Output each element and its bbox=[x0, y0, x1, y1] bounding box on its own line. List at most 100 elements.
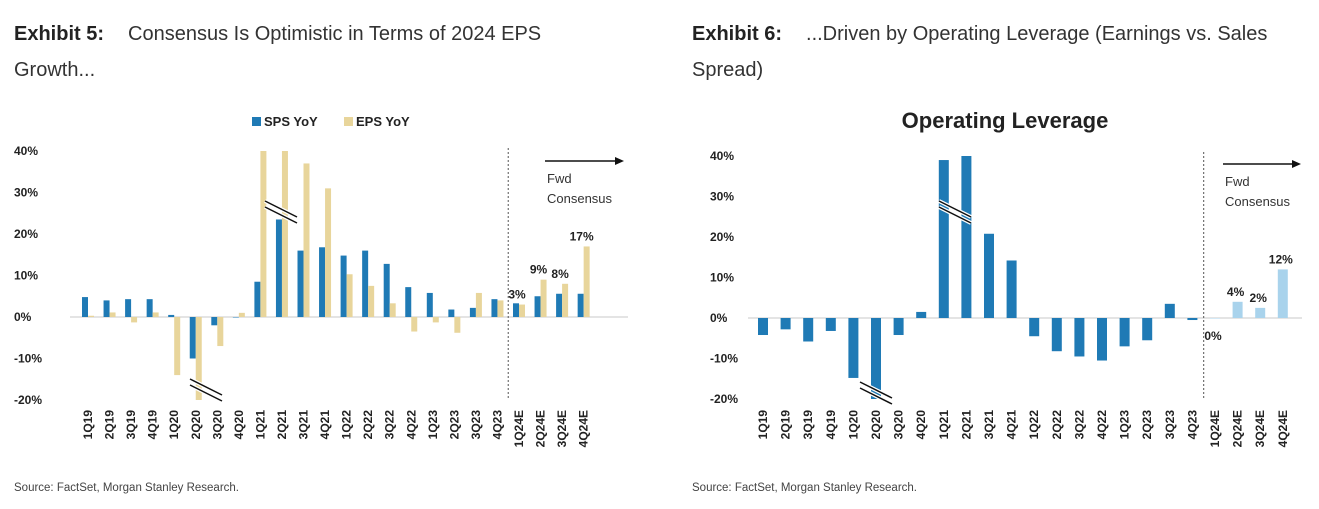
eps-bar-2q24e bbox=[540, 279, 547, 317]
operating-leverage-bar-4q22 bbox=[1097, 318, 1107, 361]
sps-bar-2q21 bbox=[275, 219, 282, 317]
eps-bar-2q22 bbox=[368, 285, 375, 317]
x-tick-label: 4Q20 bbox=[232, 410, 246, 440]
sps-bar-2q19 bbox=[103, 300, 110, 317]
sps-bar-3q24e bbox=[556, 293, 563, 317]
axis-break-mark bbox=[189, 378, 223, 396]
x-tick-label: 1Q20 bbox=[846, 410, 860, 440]
eps-bar-4q19 bbox=[152, 312, 159, 317]
sps-bar-1q23 bbox=[426, 292, 433, 317]
eps-bar-2q20 bbox=[195, 317, 202, 400]
y-tick-label: 10% bbox=[14, 269, 38, 283]
data-label-4q24e: 17% bbox=[570, 229, 594, 243]
eps-bar-4q22 bbox=[411, 317, 418, 332]
x-tick-label: 4Q21 bbox=[318, 410, 332, 440]
x-tick-label: 3Q19 bbox=[801, 410, 815, 440]
exhibit-6-title: Exhibit 6: ...Driven by Operating Leverag… bbox=[692, 16, 1312, 88]
axis-break-mark bbox=[859, 387, 893, 405]
operating-leverage-bar-4q20 bbox=[916, 311, 927, 318]
x-tick-label: 2Q21 bbox=[275, 410, 289, 440]
eps-bar-3q20 bbox=[217, 317, 224, 347]
eps-bar-3q21 bbox=[303, 163, 310, 317]
x-tick-label: 1Q22 bbox=[1027, 410, 1041, 440]
eps-bar-2q19 bbox=[109, 312, 116, 317]
exhibit-6-title-text: ...Driven by Operating Leverage (Earning… bbox=[692, 23, 1268, 81]
operating-leverage-bar-2q20 bbox=[871, 318, 881, 399]
x-tick-label: 1Q20 bbox=[167, 410, 181, 440]
x-tick-label: 4Q24E bbox=[1276, 410, 1290, 447]
y-tick-label: 30% bbox=[710, 190, 734, 204]
x-tick-label: 4Q22 bbox=[404, 410, 418, 440]
x-tick-label: 4Q24E bbox=[577, 410, 591, 447]
x-tick-label: 4Q21 bbox=[1005, 410, 1019, 440]
x-tick-label: 2Q22 bbox=[361, 410, 375, 440]
exhibit-5-title: Exhibit 5: Consensus Is Optimistic in Ter… bbox=[14, 16, 614, 88]
eps-bar-1q19 bbox=[88, 315, 94, 317]
y-tick-label: 10% bbox=[710, 271, 734, 285]
axis-break-mark bbox=[859, 381, 893, 399]
fwd-label: Fwd bbox=[547, 171, 572, 186]
x-tick-label: 2Q19 bbox=[779, 410, 793, 440]
operating-leverage-bar-1q24e bbox=[1210, 318, 1220, 319]
sps-bar-1q21 bbox=[254, 281, 261, 317]
x-tick-label: 4Q20 bbox=[914, 410, 928, 440]
x-tick-label: 1Q21 bbox=[253, 410, 267, 440]
exhibit-6-source: Source: FactSet, Morgan Stanley Research… bbox=[692, 482, 917, 494]
x-tick-label: 1Q19 bbox=[756, 410, 770, 440]
x-tick-label: 2Q20 bbox=[869, 410, 883, 440]
eps-bar-2q21 bbox=[281, 151, 288, 317]
sps-bar-1q20 bbox=[168, 314, 175, 317]
legend-swatch-2 bbox=[344, 117, 353, 126]
operating-leverage-bar-3q20 bbox=[893, 318, 904, 336]
x-tick-label: 2Q20 bbox=[189, 410, 203, 440]
x-tick-label: 1Q23 bbox=[1118, 410, 1132, 440]
fwd-label: Fwd bbox=[1225, 174, 1250, 189]
operating-leverage-bar-1q19 bbox=[758, 318, 768, 336]
eps-bar-4q24e bbox=[583, 246, 590, 317]
eps-bar-2q23 bbox=[454, 317, 461, 333]
y-tick-label: 30% bbox=[14, 186, 38, 200]
sps-bar-4q23 bbox=[491, 299, 498, 317]
y-tick-label: -20% bbox=[14, 393, 42, 407]
y-tick-label: 40% bbox=[710, 149, 734, 163]
operating-leverage-bar-4q23 bbox=[1187, 318, 1198, 321]
consensus-label: Consensus bbox=[1225, 194, 1291, 209]
operating-leverage-bar-1q22 bbox=[1029, 318, 1040, 337]
x-tick-label: 3Q22 bbox=[383, 410, 397, 440]
operating-leverage-bar-3q23 bbox=[1164, 303, 1175, 318]
axis-break-mark bbox=[189, 384, 223, 402]
data-label-4q24e: 12% bbox=[1269, 252, 1293, 266]
fwd-arrow-head bbox=[1292, 160, 1301, 168]
y-tick-label: 20% bbox=[14, 227, 38, 241]
x-tick-label: 1Q21 bbox=[937, 410, 951, 440]
sps-bar-3q23 bbox=[469, 307, 476, 317]
x-tick-label: 3Q20 bbox=[892, 410, 906, 440]
operating-leverage-bar-2q19 bbox=[780, 318, 791, 330]
x-tick-label: 3Q23 bbox=[469, 410, 483, 440]
exhibit-5-title-text: Consensus Is Optimistic in Terms of 2024… bbox=[14, 23, 542, 81]
operating-leverage-bar-3q21 bbox=[984, 233, 994, 318]
eps-bar-4q23 bbox=[497, 300, 504, 317]
axis-break-mark bbox=[938, 206, 972, 224]
x-tick-label: 1Q24E bbox=[512, 410, 526, 447]
sps-bar-4q22 bbox=[405, 287, 412, 317]
x-tick-label: 1Q23 bbox=[426, 410, 440, 440]
legend-swatch-1 bbox=[252, 117, 261, 126]
x-tick-label: 4Q23 bbox=[1185, 410, 1199, 440]
eps-bar-1q23 bbox=[432, 317, 439, 323]
x-tick-label: 2Q21 bbox=[959, 410, 973, 440]
operating-leverage-bar-2q21 bbox=[961, 156, 972, 318]
axis-break-mark bbox=[938, 200, 972, 218]
x-tick-label: 1Q22 bbox=[340, 410, 354, 440]
x-tick-label: 3Q22 bbox=[1072, 410, 1086, 440]
data-label-2q24e: 9% bbox=[530, 263, 548, 277]
axis-break-mark bbox=[264, 200, 298, 218]
data-label-3q24e: 2% bbox=[1250, 291, 1268, 305]
sps-bar-4q20 bbox=[232, 317, 239, 318]
eps-bar-3q22 bbox=[389, 303, 396, 317]
y-tick-label: 0% bbox=[710, 311, 728, 325]
x-tick-label: 2Q24E bbox=[534, 410, 548, 447]
consensus-label: Consensus bbox=[547, 191, 613, 206]
operating-leverage-bar-2q22 bbox=[1051, 318, 1062, 352]
y-tick-label: -10% bbox=[710, 352, 738, 366]
